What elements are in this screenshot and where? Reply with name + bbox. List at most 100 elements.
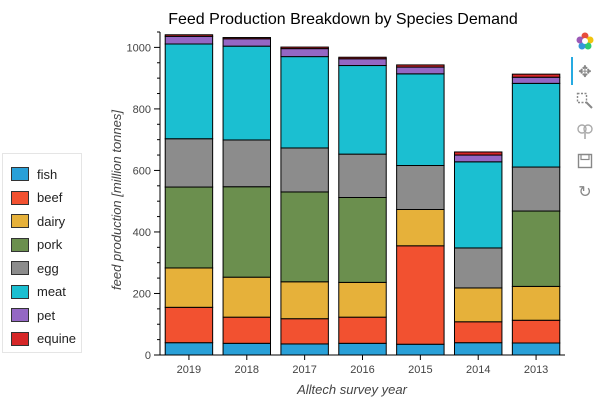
y-tick-label: 600 [133, 165, 151, 177]
bars [164, 34, 561, 356]
bar-egg-2016 [338, 153, 387, 198]
bar-egg-2018 [222, 139, 272, 188]
bar-pork-2017 [280, 191, 329, 283]
pan-icon[interactable]: ✥ [578, 61, 592, 81]
x-tick-label-2019: 2019 [177, 364, 201, 376]
bar-beef-2015 [396, 245, 445, 345]
legend-label: fish [37, 166, 58, 182]
bar-beef-2014 [453, 321, 503, 344]
bar-pet-2016 [338, 58, 387, 67]
legend-item-pet: pet [11, 305, 55, 325]
bar-egg-2019 [164, 138, 214, 188]
bar-beef-2013 [511, 319, 561, 344]
legend-label: equine [37, 331, 77, 346]
bar-pet-2013 [511, 76, 561, 84]
box-zoom-icon[interactable] [574, 90, 596, 112]
legend-item-equine: equine [11, 329, 76, 349]
legend-item-meat: meat [11, 282, 66, 302]
legend-item-pork: pork [11, 235, 62, 255]
bar-egg-2013 [511, 166, 561, 212]
x-tick-label-2017: 2017 [292, 364, 316, 376]
y-tick-label: 0 [145, 350, 151, 362]
legend-label: beef [37, 190, 63, 205]
legend-item-dairy: dairy [11, 211, 65, 231]
x-tick-label-2018: 2018 [235, 364, 259, 376]
toolbar: ✥ ↻ [570, 28, 600, 208]
y-axis-label: feed production [million tonnes] [109, 110, 124, 290]
legend-item-egg: egg [11, 258, 59, 278]
bar-beef-2017 [280, 318, 329, 345]
bar-egg-2017 [280, 147, 329, 193]
active-tool-indicator [571, 57, 573, 85]
legend-swatch [11, 167, 29, 181]
x-axis-label: Alltech survey year [296, 382, 407, 397]
legend-label: dairy [37, 213, 66, 229]
x-tick-label-2013: 2013 [524, 364, 548, 376]
bar-meat-2013 [511, 82, 561, 168]
bar-fish-2015 [396, 343, 445, 356]
chart-title: Feed Production Breakdown by Species Dem… [168, 11, 518, 28]
bar-pork-2019 [164, 186, 214, 269]
bar-meat-2015 [396, 73, 445, 167]
bar-beef-2016 [338, 316, 387, 344]
bar-dairy-2015 [396, 208, 445, 247]
bar-meat-2017 [280, 56, 329, 149]
legend-label: egg [37, 260, 59, 276]
legend-swatch [11, 214, 29, 228]
y-tick-label: 800 [133, 104, 151, 116]
bar-fish-2019 [164, 342, 214, 356]
legend-swatch [11, 237, 29, 252]
legend-label: pork [37, 237, 63, 252]
bar-fish-2017 [280, 343, 329, 356]
bar-fish-2016 [338, 342, 387, 356]
bar-fish-2018 [222, 342, 272, 356]
bokeh-logo-icon[interactable] [574, 30, 596, 52]
legend-item-fish: fish [11, 164, 57, 184]
bar-dairy-2017 [280, 281, 329, 320]
axes: 0 200 400 600 800 1000 2019 2018 2017 2016 2015 201… [127, 31, 565, 376]
bar-fish-2013 [511, 342, 561, 356]
bar-dairy-2016 [338, 281, 387, 318]
bar-fish-2014 [453, 342, 503, 356]
legend: fish beef dairy pork egg meat pet equine [2, 153, 82, 353]
wheel-zoom-icon[interactable] [574, 120, 596, 142]
legend-swatch [11, 331, 29, 346]
bar-equine-2015 [396, 64, 445, 68]
bar-equine-2019 [164, 34, 214, 37]
bar-pet-2018 [222, 38, 272, 47]
legend-swatch [11, 308, 29, 322]
save-icon[interactable] [574, 150, 596, 172]
bar-pet-2019 [164, 35, 214, 45]
bar-meat-2019 [164, 43, 214, 140]
x-tick-label-2015: 2015 [408, 364, 432, 376]
bar-equine-2016 [338, 56, 387, 60]
bar-egg-2015 [396, 165, 445, 210]
bar-meat-2016 [338, 65, 387, 155]
bar-beef-2019 [164, 306, 214, 344]
bar-dairy-2014 [453, 287, 503, 323]
bar-meat-2014 [453, 161, 503, 249]
bar-pork-2013 [511, 210, 561, 287]
bar-pet-2014 [453, 154, 503, 163]
bar-dairy-2013 [511, 285, 561, 321]
legend-swatch [11, 190, 29, 205]
bar-equine-2018 [222, 37, 272, 40]
bar-pork-2016 [338, 196, 387, 283]
x-tick-label-2016: 2016 [350, 364, 374, 376]
legend-item-beef: beef [11, 188, 62, 208]
bar-pork-2018 [222, 186, 272, 278]
bar-egg-2014 [453, 247, 503, 289]
bar-meat-2018 [222, 45, 272, 141]
x-tick-label-2014: 2014 [466, 364, 490, 376]
bar-equine-2013 [511, 73, 561, 78]
y-tick-label: 1000 [127, 42, 151, 54]
legend-label: pet [37, 307, 56, 323]
bar-beef-2018 [222, 316, 272, 344]
reset-icon[interactable]: ↻ [578, 181, 592, 201]
y-tick-label: 400 [133, 227, 151, 239]
bar-dairy-2018 [222, 276, 272, 318]
legend-swatch [11, 284, 29, 299]
legend-swatch [11, 261, 29, 275]
bar-pet-2015 [396, 66, 445, 75]
